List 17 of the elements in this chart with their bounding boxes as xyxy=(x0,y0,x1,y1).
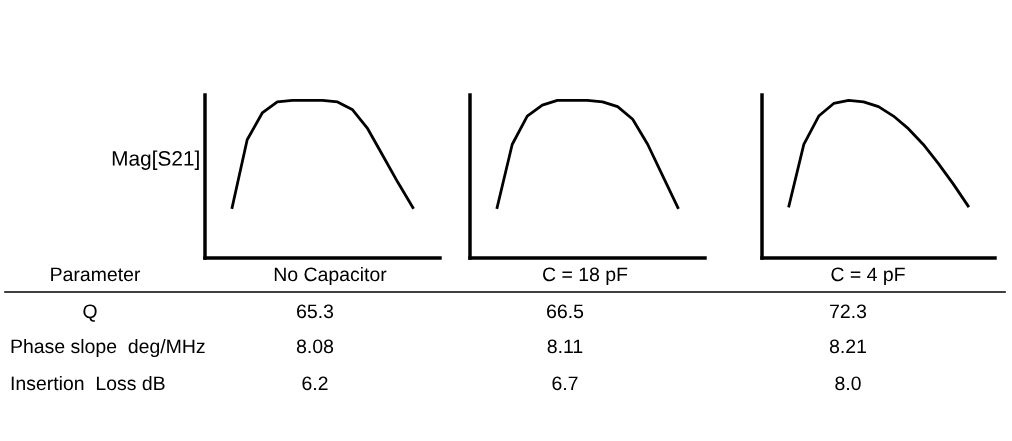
y-axis-title: Mag[S21] xyxy=(112,150,199,170)
text: Phase slope deg/MHz xyxy=(11,338,205,358)
category-label: No Capacitor xyxy=(274,266,387,286)
text: Insertion Loss dB xyxy=(11,375,165,391)
text: 8.08 xyxy=(296,339,334,354)
text: 66.5 xyxy=(547,304,584,319)
text: 6.2 xyxy=(302,376,328,391)
text: 8.21 xyxy=(829,339,866,354)
text: 8.0 xyxy=(835,376,861,391)
text: 65.3 xyxy=(297,304,334,319)
text: 72.3 xyxy=(830,304,867,319)
text: Q xyxy=(83,304,97,322)
category-label: Parameter xyxy=(51,267,141,282)
category-label: C = 4 pF xyxy=(831,267,905,286)
category-label: C = 18 pF xyxy=(543,267,628,286)
text: 6.7 xyxy=(552,376,578,391)
text: 8.11 xyxy=(547,339,583,354)
